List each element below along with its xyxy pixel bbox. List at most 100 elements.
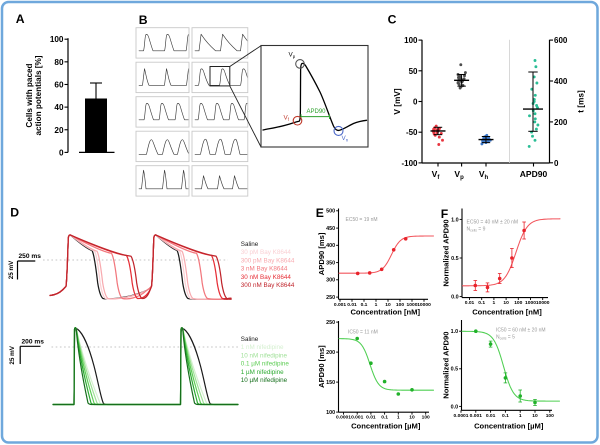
svg-text:0: 0 (413, 98, 418, 107)
svg-text:500: 500 (326, 209, 335, 215)
svg-text:0.0001: 0.0001 (336, 415, 351, 421)
svg-text:100: 100 (422, 415, 430, 421)
svg-text:100: 100 (396, 302, 404, 308)
svg-text:50: 50 (409, 67, 418, 76)
svg-text:30 nM Bay K8644: 30 nM Bay K8644 (241, 274, 292, 281)
svg-text:V [mV]: V [mV] (392, 88, 402, 115)
svg-text:Concentration [nM]: Concentration [nM] (350, 308, 420, 317)
svg-text:10 µM nifedipine: 10 µM nifedipine (241, 377, 288, 384)
svg-text:Normalized APD90: Normalized APD90 (442, 332, 451, 399)
svg-text:20: 20 (54, 126, 64, 135)
svg-text:F: F (441, 207, 448, 221)
svg-text:Cells with paced: Cells with paced (25, 63, 34, 127)
svg-text:40: 40 (54, 103, 64, 112)
svg-text:100: 100 (50, 35, 64, 44)
svg-text:Vh: Vh (479, 169, 489, 181)
svg-text:1: 1 (397, 415, 400, 421)
svg-text:Saline: Saline (241, 241, 259, 248)
svg-text:0.5: 0.5 (451, 367, 459, 373)
svg-text:0.0: 0.0 (451, 295, 459, 301)
svg-text:100: 100 (514, 300, 522, 306)
svg-text:100: 100 (326, 410, 335, 416)
svg-text:250: 250 (326, 320, 335, 326)
svg-text:25 mV: 25 mV (8, 260, 15, 279)
svg-text:0.1: 0.1 (381, 415, 388, 421)
svg-text:Ncells = 9: Ncells = 9 (467, 227, 486, 233)
svg-text:C: C (388, 13, 397, 27)
svg-text:Saline: Saline (241, 336, 259, 343)
svg-text:450: 450 (326, 226, 335, 232)
svg-text:action potentials [%]: action potentials [%] (34, 55, 43, 135)
svg-text:100: 100 (546, 413, 554, 419)
svg-text:10: 10 (503, 300, 509, 306)
svg-text:300 pM Bay K8644: 300 pM Bay K8644 (241, 257, 295, 264)
svg-text:IC50 = 11 nM: IC50 = 11 nM (348, 330, 378, 336)
svg-text:350: 350 (326, 261, 335, 267)
svg-text:1000: 1000 (407, 302, 418, 308)
svg-text:300: 300 (326, 278, 335, 284)
svg-text:400: 400 (554, 77, 568, 86)
svg-text:0.01: 0.01 (486, 413, 496, 419)
svg-text:200 ms: 200 ms (22, 339, 45, 346)
svg-text:EC50 = 40 nM ± 20 nM: EC50 = 40 nM ± 20 nM (467, 220, 519, 226)
svg-text:0.1: 0.1 (361, 302, 368, 308)
svg-text:1: 1 (519, 413, 522, 419)
svg-text:-100: -100 (401, 159, 418, 168)
svg-text:Vf: Vf (432, 169, 441, 181)
svg-text:IC50 = 60 nM ± 20 nM: IC50 = 60 nM ± 20 nM (496, 328, 546, 334)
svg-text:Concentration [µM]: Concentration [µM] (351, 422, 421, 431)
svg-text:0: 0 (554, 159, 559, 168)
svg-text:0: 0 (59, 148, 64, 157)
svg-text:80: 80 (54, 58, 64, 67)
svg-text:10000: 10000 (536, 300, 550, 306)
svg-text:-50: -50 (406, 128, 418, 137)
svg-text:1 nM nifedipine: 1 nM nifedipine (241, 344, 284, 351)
svg-text:60: 60 (54, 80, 64, 89)
svg-text:10: 10 (385, 302, 391, 308)
svg-text:0.1: 0.1 (478, 300, 485, 306)
svg-text:Vp: Vp (289, 52, 296, 60)
svg-text:Ncells = 5: Ncells = 5 (496, 335, 515, 341)
svg-text:APD90: APD90 (306, 109, 326, 115)
svg-text:0.5: 0.5 (451, 256, 459, 262)
svg-text:Concentration [µM]: Concentration [µM] (474, 422, 544, 431)
svg-text:10 nM nifedipine: 10 nM nifedipine (241, 352, 288, 359)
svg-text:0.001: 0.001 (334, 302, 347, 308)
svg-text:Vf: Vf (284, 115, 290, 123)
svg-text:0.0: 0.0 (451, 404, 459, 410)
svg-text:1000: 1000 (525, 300, 536, 306)
svg-text:0.01: 0.01 (347, 302, 357, 308)
svg-text:30 pM Bay K8644: 30 pM Bay K8644 (241, 249, 292, 256)
svg-text:10: 10 (409, 415, 415, 421)
svg-text:Normalized APD90: Normalized APD90 (442, 219, 451, 286)
svg-text:0.01: 0.01 (465, 300, 475, 306)
svg-text:400: 400 (326, 243, 335, 249)
svg-text:10000: 10000 (417, 302, 431, 308)
svg-text:25 mV: 25 mV (9, 345, 16, 364)
svg-text:0.001: 0.001 (470, 413, 483, 419)
svg-text:A: A (16, 12, 25, 26)
svg-text:0.1 µM nifedipine: 0.1 µM nifedipine (241, 361, 290, 368)
svg-text:Vp: Vp (454, 169, 464, 181)
svg-text:150: 150 (326, 380, 335, 386)
svg-text:t [ms]: t [ms] (576, 90, 586, 113)
svg-text:Concentration [nM]: Concentration [nM] (472, 308, 542, 317)
svg-text:1: 1 (493, 300, 496, 306)
svg-text:3 nM Bay K8644: 3 nM Bay K8644 (241, 266, 288, 273)
svg-text:0.0001: 0.0001 (454, 413, 469, 419)
svg-text:APD90 [ms]: APD90 [ms] (317, 232, 326, 275)
svg-text:E: E (316, 206, 324, 220)
svg-text:EC50 = 19 nM: EC50 = 19 nM (346, 217, 378, 223)
svg-text:100: 100 (404, 36, 418, 45)
svg-text:0.1: 0.1 (502, 413, 509, 419)
svg-text:300 nM Bay K8644: 300 nM Bay K8644 (241, 282, 295, 289)
svg-text:600: 600 (554, 36, 568, 45)
svg-text:B: B (139, 13, 148, 27)
svg-text:250: 250 (326, 295, 335, 301)
svg-text:200: 200 (554, 118, 568, 127)
svg-text:1: 1 (375, 302, 378, 308)
svg-text:250 ms: 250 ms (19, 253, 42, 260)
svg-text:1 µM nifedipine: 1 µM nifedipine (241, 369, 284, 376)
svg-text:Vn: Vn (342, 135, 349, 143)
svg-text:0.001: 0.001 (351, 415, 364, 421)
